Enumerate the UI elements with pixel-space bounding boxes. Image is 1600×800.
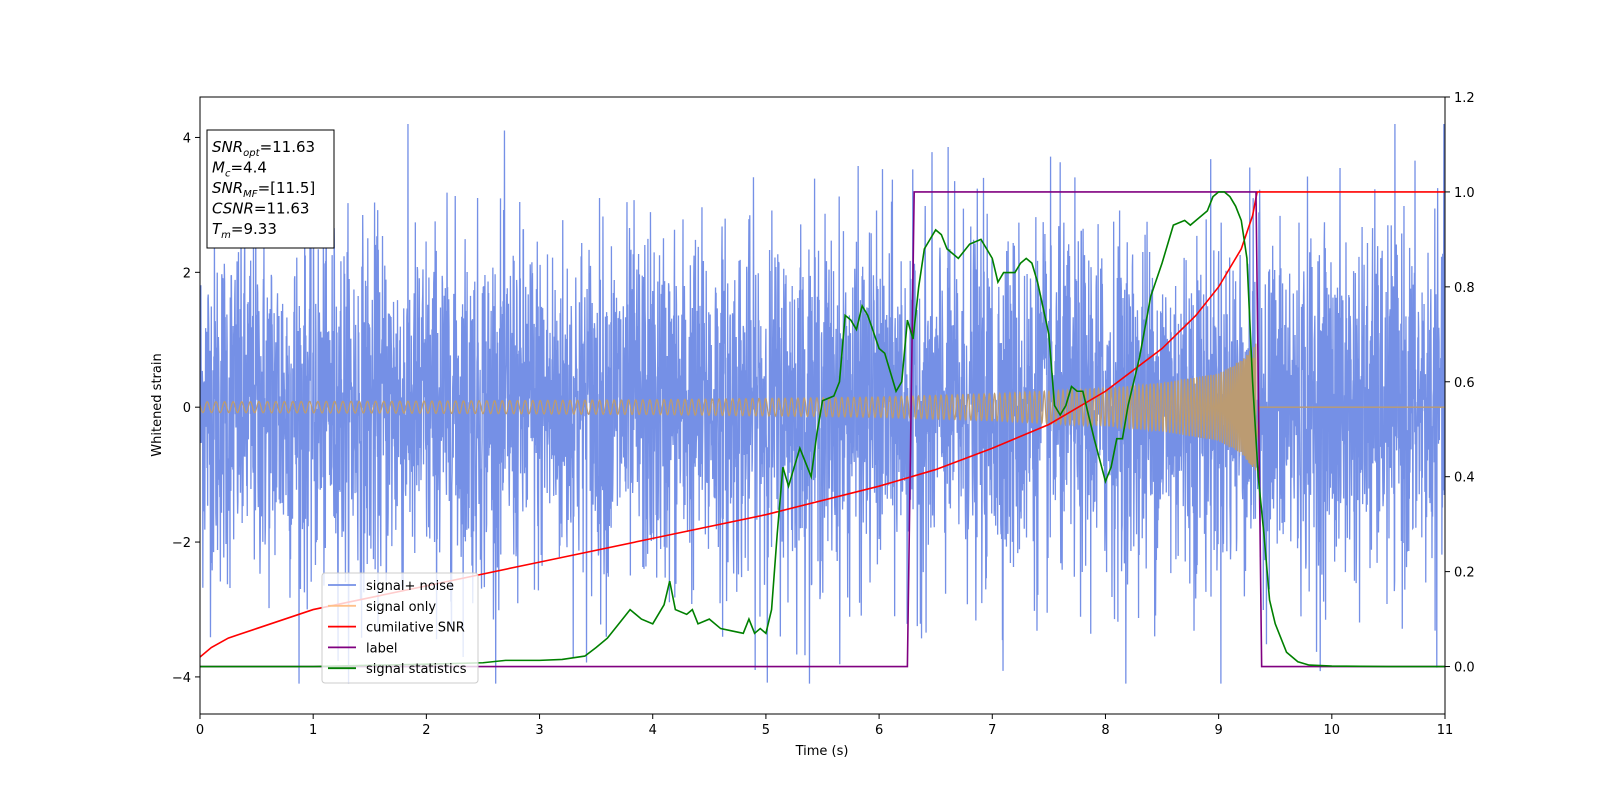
y2-tick-label: 1.0 bbox=[1454, 186, 1475, 201]
x-tick-label: 2 bbox=[422, 723, 430, 738]
annotation-line: Tm=9.33 bbox=[212, 220, 277, 241]
annotation-line: Mc=4.4 bbox=[212, 159, 267, 180]
annotation-line: SNRopt=11.63 bbox=[212, 138, 315, 159]
x-tick-label: 5 bbox=[762, 723, 770, 738]
x-tick-label: 10 bbox=[1324, 723, 1341, 738]
y-axis-label: Whitened strain bbox=[150, 353, 165, 456]
x-tick-label: 6 bbox=[875, 723, 883, 738]
y-tick-label: 0 bbox=[183, 401, 191, 416]
series-signal-noise bbox=[200, 123, 1445, 684]
y2-tick-label: 0.4 bbox=[1454, 471, 1475, 486]
plot-area bbox=[200, 123, 1445, 684]
x-tick-label: 4 bbox=[649, 723, 657, 738]
x-tick-label: 3 bbox=[535, 723, 543, 738]
series-label bbox=[200, 191, 1445, 668]
legend-label: signal only bbox=[366, 600, 436, 615]
legend: signal+ noise signal only cumilative SNR la… bbox=[321, 572, 479, 684]
series-signal-statistics bbox=[200, 191, 1445, 668]
y-tick-label: −4 bbox=[172, 671, 191, 686]
annotation-line: CSNR=11.63 bbox=[212, 200, 309, 218]
x-tick-label: 11 bbox=[1437, 723, 1454, 738]
annotation-line: SNRMF=[11.5] bbox=[212, 179, 315, 200]
axes-frame bbox=[199, 96, 1446, 715]
y-tick-label: 2 bbox=[183, 266, 191, 281]
legend-label: signal statistics bbox=[366, 662, 467, 677]
legend-label: label bbox=[366, 641, 397, 656]
x-tick-label: 0 bbox=[196, 723, 204, 738]
annotation-box: SNRopt=11.63Mc=4.4SNRMF=[11.5]CSNR=11.63… bbox=[206, 129, 335, 249]
series-cumilative-snr bbox=[200, 191, 1445, 658]
y2-tick-label: 0.2 bbox=[1454, 566, 1475, 581]
annotation-frame bbox=[206, 129, 335, 249]
x-tick-label: 9 bbox=[1214, 723, 1222, 738]
x-axis-label: Time (s) bbox=[795, 744, 849, 759]
x-tick-label: 1 bbox=[309, 723, 317, 738]
legend-frame bbox=[321, 572, 479, 684]
legend-label: signal+ noise bbox=[366, 579, 454, 594]
x-tick-label: 7 bbox=[988, 723, 996, 738]
y-tick-label: −2 bbox=[172, 536, 191, 551]
y2-tick-label: 0.0 bbox=[1454, 661, 1475, 676]
series-signal-only bbox=[200, 343, 1445, 471]
y-tick-label: 4 bbox=[183, 131, 191, 146]
y2-tick-label: 0.8 bbox=[1454, 281, 1475, 296]
axes-ticks: 0 1 2 3 4 5 6 7 8 9 10 11 −4 −2 0 2 4 0.0 0.2 0.4 0.6 0.8 1.0 1… bbox=[172, 91, 1475, 738]
y2-tick-label: 0.6 bbox=[1454, 376, 1475, 391]
y2-tick-label: 1.2 bbox=[1454, 91, 1475, 106]
legend-label: cumilative SNR bbox=[366, 621, 465, 636]
x-tick-label: 8 bbox=[1101, 723, 1109, 738]
